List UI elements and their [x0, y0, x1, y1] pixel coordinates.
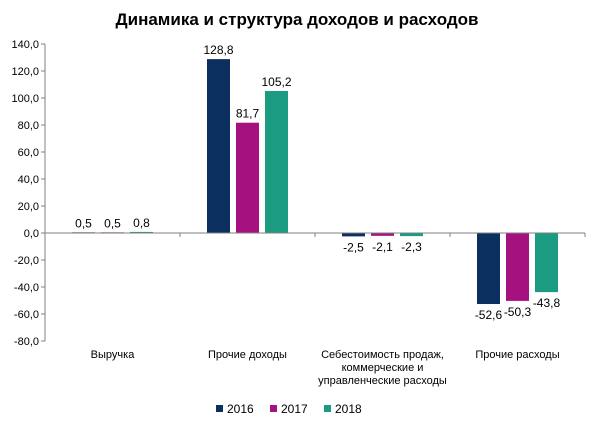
category-label: управленческие расходы — [318, 375, 447, 387]
data-label-2017-2: -2,1 — [372, 240, 393, 254]
data-label-2017-3: -50,3 — [504, 305, 532, 319]
y-tick-label: 120,0 — [11, 66, 39, 78]
data-label-2016-3: -52,6 — [475, 308, 503, 322]
y-tick-label: 0,0 — [24, 228, 39, 240]
category-label: Себестоимость продаж, — [321, 349, 444, 361]
bar-2017-1 — [236, 122, 259, 233]
data-label-2017-1: 81,7 — [236, 107, 260, 121]
bar-2016-2 — [342, 233, 365, 237]
y-axis: 140,0 120,0 100,0 80,0 60,0 40,0 20,0 0,0 -20,0 -… — [11, 39, 46, 348]
bar-2016-3 — [477, 233, 500, 305]
y-tick-label: 100,0 — [11, 93, 39, 105]
bar-2016-1 — [207, 59, 230, 234]
legend: 2016 2017 2018 — [216, 402, 362, 416]
bar-2018-1 — [265, 90, 288, 233]
legend-swatch-2016 — [216, 405, 223, 412]
y-tick-label: 80,0 — [18, 120, 39, 132]
data-label-2018-1: 105,2 — [261, 75, 291, 89]
data-label-2016-0: 0,5 — [75, 216, 92, 230]
bar-2017-3 — [506, 233, 529, 301]
y-tick-label: 40,0 — [18, 174, 39, 186]
category-label: Выручка — [91, 349, 136, 361]
data-label-2016-2: -2,5 — [343, 240, 364, 254]
legend-swatch-2017 — [270, 405, 277, 412]
y-tick-label: -40,0 — [14, 282, 39, 294]
legend-label-2018: 2018 — [335, 402, 362, 416]
legend-swatch-2018 — [324, 405, 331, 412]
bar-2017-2 — [371, 233, 394, 236]
y-tick-label: 60,0 — [18, 147, 39, 159]
y-tick-label: -60,0 — [14, 309, 39, 321]
y-tick-label: -20,0 — [14, 255, 39, 267]
y-tick-label: 140,0 — [11, 39, 39, 51]
y-tick-label: 20,0 — [18, 201, 39, 213]
bar-2018-3 — [535, 233, 558, 293]
y-tick-label: -80,0 — [14, 336, 39, 348]
data-label-2018-0: 0,8 — [133, 216, 150, 230]
data-label-2016-1: 128,8 — [203, 43, 233, 57]
chart-title: Динамика и структура доходов и расходов — [116, 10, 479, 29]
category-label: Прочие доходы — [208, 349, 287, 361]
legend-label-2017: 2017 — [281, 402, 308, 416]
x-axis: Выручка Прочие доходы Себестоимость продаж… — [44, 232, 586, 387]
legend-label-2016: 2016 — [227, 402, 254, 416]
data-labels: 0,5 128,8 -2,5 -52,6 0,5 81,7 -2,1 -50,3 0,8 105,… — [75, 43, 560, 322]
bars — [72, 59, 558, 305]
category-label: Прочие расходы — [475, 349, 559, 361]
data-label-2018-3: -43,8 — [533, 296, 561, 310]
data-label-2018-2: -2,3 — [401, 240, 422, 254]
data-label-2017-0: 0,5 — [104, 216, 121, 230]
bar-2018-2 — [400, 233, 423, 237]
category-label: коммерческие и — [342, 362, 424, 374]
